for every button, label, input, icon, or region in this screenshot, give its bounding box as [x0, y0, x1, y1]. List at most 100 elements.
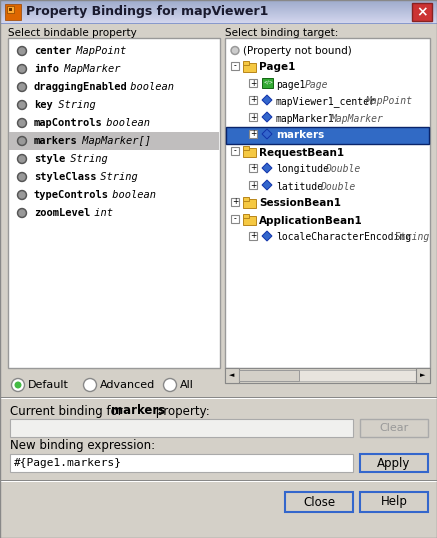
Text: String: String [395, 232, 430, 243]
Bar [226, 127, 429, 144]
Text: Select bindable property: Select bindable property [8, 28, 137, 38]
Text: New binding expression:: New binding expression: [10, 440, 155, 452]
Text: center: center [34, 46, 72, 56]
Text: key: key [34, 100, 53, 110]
Text: MapMarker[]: MapMarker[] [76, 136, 151, 146]
Circle shape [17, 82, 27, 91]
Text: MapPoint: MapPoint [365, 96, 412, 107]
Text: RequestBean1: RequestBean1 [259, 147, 344, 158]
Circle shape [11, 379, 24, 392]
Text: Property Bindings for mapViewer1: Property Bindings for mapViewer1 [26, 5, 268, 18]
Bar [249, 130, 257, 138]
Text: +: + [250, 79, 256, 88]
Bar [0, 23, 437, 24]
Text: mapMarker1: mapMarker1 [276, 114, 335, 124]
Bar [243, 199, 256, 208]
Text: ApplicationBean1: ApplicationBean1 [259, 216, 363, 225]
Bar [9, 132, 219, 150]
Bar [0, 0, 437, 1]
Text: localeCharacterEncoding: localeCharacterEncoding [276, 232, 411, 243]
Circle shape [19, 192, 25, 198]
Bar [416, 368, 430, 383]
Circle shape [17, 173, 27, 181]
Circle shape [19, 102, 25, 108]
Text: Page1: Page1 [259, 62, 295, 73]
Bar [249, 232, 257, 240]
Text: ►: ► [420, 372, 426, 379]
Text: Help: Help [381, 495, 407, 508]
Text: #{Page1.markers}: #{Page1.markers} [14, 458, 122, 468]
Text: -: - [234, 61, 236, 70]
Bar [0, 14, 437, 15]
Circle shape [14, 381, 21, 388]
Bar [0, 11, 437, 12]
Text: +: + [232, 197, 238, 207]
Text: int: int [88, 208, 113, 218]
Bar [0, 19, 437, 20]
Polygon shape [262, 95, 272, 105]
Circle shape [19, 174, 25, 180]
Text: +: + [250, 164, 256, 173]
Text: boolean: boolean [106, 190, 156, 200]
Circle shape [17, 190, 27, 200]
Bar [0, 12, 437, 13]
Text: +: + [250, 130, 256, 138]
Bar [7, 6, 14, 13]
Circle shape [19, 66, 25, 72]
Text: draggingEnabled: draggingEnabled [34, 82, 128, 92]
Text: String: String [94, 172, 138, 182]
Circle shape [19, 210, 25, 216]
Text: String: String [52, 100, 96, 110]
Bar [0, 2, 437, 3]
Bar [243, 148, 256, 157]
Text: latitude: latitude [276, 181, 323, 192]
Text: String: String [64, 154, 108, 164]
Circle shape [17, 46, 27, 55]
Bar [0, 16, 437, 17]
Text: zoomLevel: zoomLevel [34, 208, 90, 218]
Text: <∕>: <∕> [263, 81, 273, 86]
Bar [0, 399, 437, 538]
Text: markers: markers [111, 405, 165, 417]
Text: Clear: Clear [379, 423, 409, 433]
Bar [0, 22, 437, 23]
Bar [0, 9, 437, 10]
Bar [243, 146, 249, 150]
Circle shape [231, 46, 239, 54]
Bar [231, 147, 239, 155]
Text: All: All [180, 380, 194, 390]
Bar [225, 368, 430, 383]
Bar [225, 38, 430, 368]
Polygon shape [262, 112, 272, 122]
Circle shape [17, 101, 27, 110]
Polygon shape [262, 129, 272, 139]
Bar [0, 20, 437, 21]
Circle shape [19, 120, 25, 126]
Bar [249, 79, 257, 87]
Circle shape [17, 65, 27, 74]
Text: info: info [34, 64, 59, 74]
Text: boolean: boolean [124, 82, 174, 92]
Bar [231, 62, 239, 70]
Bar [231, 215, 239, 223]
Bar [0, 8, 437, 9]
Text: (Property not bound): (Property not bound) [243, 46, 352, 55]
Bar [5, 4, 21, 20]
Text: markers: markers [34, 136, 78, 146]
Bar [225, 368, 239, 383]
Bar [231, 198, 239, 206]
Circle shape [19, 84, 25, 90]
Text: +: + [250, 112, 256, 122]
Bar [0, 4, 437, 5]
Bar [0, 5, 437, 6]
Text: page1: page1 [276, 80, 305, 89]
Bar [249, 164, 257, 172]
Text: MapPoint: MapPoint [70, 46, 126, 56]
Polygon shape [262, 163, 272, 173]
Text: mapControls: mapControls [34, 118, 103, 128]
Circle shape [17, 154, 27, 164]
Text: mapViewer1_center: mapViewer1_center [276, 96, 376, 107]
Circle shape [163, 379, 177, 392]
Text: Select binding target:: Select binding target: [225, 28, 338, 38]
Text: ◄: ◄ [229, 372, 235, 379]
